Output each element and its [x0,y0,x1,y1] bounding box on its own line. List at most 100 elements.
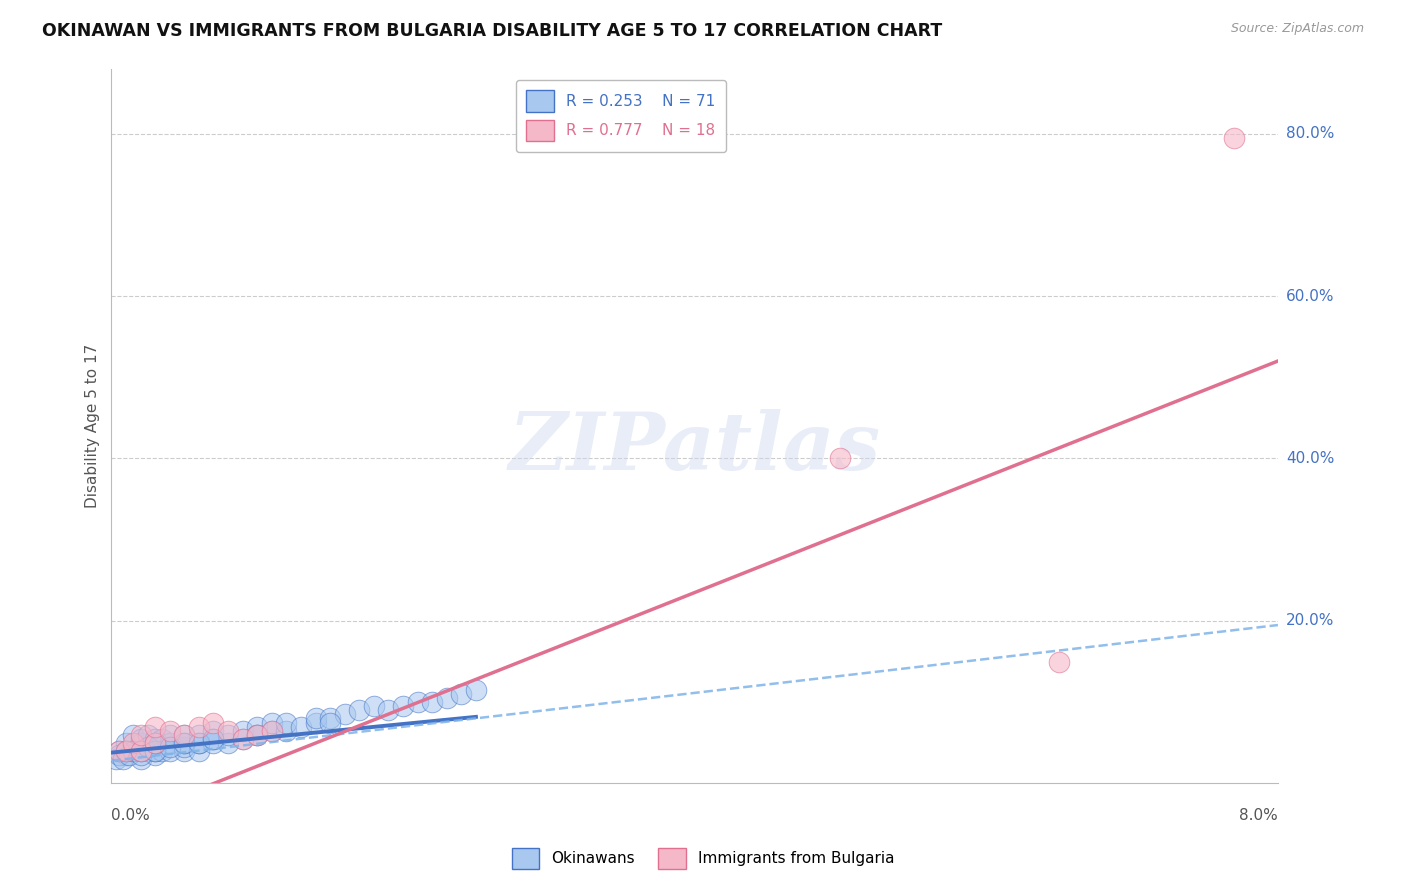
Point [173,744,195,758]
Point [129,736,152,750]
Point [115,744,138,758]
Legend: Okinawans, Immigrants from Bulgaria: Okinawans, Immigrants from Bulgaria [506,841,900,875]
Point [217,723,239,738]
Point [232,731,254,746]
Point [115,736,138,750]
Text: 20.0%: 20.0% [1286,614,1334,629]
Point [122,744,145,758]
Point [187,736,209,750]
Point [173,739,195,754]
Point [304,715,326,730]
Point [246,728,269,742]
Point [187,720,209,734]
Point [1047,655,1070,669]
Point [173,736,195,750]
Point [143,744,166,758]
Point [122,736,145,750]
Point [143,744,166,758]
Point [136,739,159,754]
Point [392,699,415,714]
Point [187,736,209,750]
Point [173,728,195,742]
Point [187,744,209,758]
Point [1223,130,1246,145]
Point [107,744,129,758]
Point [319,715,342,730]
Point [159,728,181,742]
Point [136,744,159,758]
Point [290,720,312,734]
Point [260,723,283,738]
Point [319,711,342,725]
Point [136,728,159,742]
Point [159,736,181,750]
Y-axis label: Disability Age 5 to 17: Disability Age 5 to 17 [86,344,100,508]
Point [107,744,129,758]
Text: ZIPatlas: ZIPatlas [509,409,880,486]
Text: 60.0%: 60.0% [1286,288,1334,303]
Point [159,744,181,758]
Point [152,731,174,746]
Point [246,720,269,734]
Point [260,715,283,730]
Point [465,683,488,698]
Point [115,747,138,762]
Text: Source: ZipAtlas.com: Source: ZipAtlas.com [1230,22,1364,36]
Point [129,747,152,762]
Point [173,736,195,750]
Point [129,744,152,758]
Point [143,736,166,750]
Point [202,723,225,738]
Point [406,695,429,709]
Point [436,691,458,706]
Point [115,744,138,758]
Text: 40.0%: 40.0% [1286,451,1334,466]
Point [232,723,254,738]
Point [118,747,141,762]
Point [260,723,283,738]
Point [202,731,225,746]
Point [129,731,152,746]
Point [377,703,399,717]
Point [246,728,269,742]
Point [115,744,138,758]
Point [363,699,385,714]
Point [143,736,166,750]
Point [129,744,152,758]
Point [202,736,225,750]
Text: 0.0%: 0.0% [111,808,150,823]
Point [232,731,254,746]
Point [830,451,852,466]
Point [450,687,472,701]
Text: 80.0%: 80.0% [1286,126,1334,141]
Point [349,703,371,717]
Point [246,728,269,742]
Point [112,752,135,766]
Point [202,715,225,730]
Point [122,728,145,742]
Point [152,744,174,758]
Point [129,752,152,766]
Point [143,731,166,746]
Point [217,728,239,742]
Point [202,731,225,746]
Point [187,728,209,742]
Point [143,736,166,750]
Point [159,723,181,738]
Point [143,720,166,734]
Text: 8.0%: 8.0% [1239,808,1278,823]
Point [173,728,195,742]
Point [304,711,326,725]
Point [420,695,443,709]
Point [333,707,356,722]
Point [276,723,298,738]
Point [143,747,166,762]
Point [129,728,152,742]
Point [107,747,129,762]
Point [122,744,145,758]
Legend: R = 0.253    N = 71, R = 0.777    N = 18: R = 0.253 N = 71, R = 0.777 N = 18 [516,79,725,152]
Point [276,715,298,730]
Point [217,736,239,750]
Point [104,752,127,766]
Point [159,739,181,754]
